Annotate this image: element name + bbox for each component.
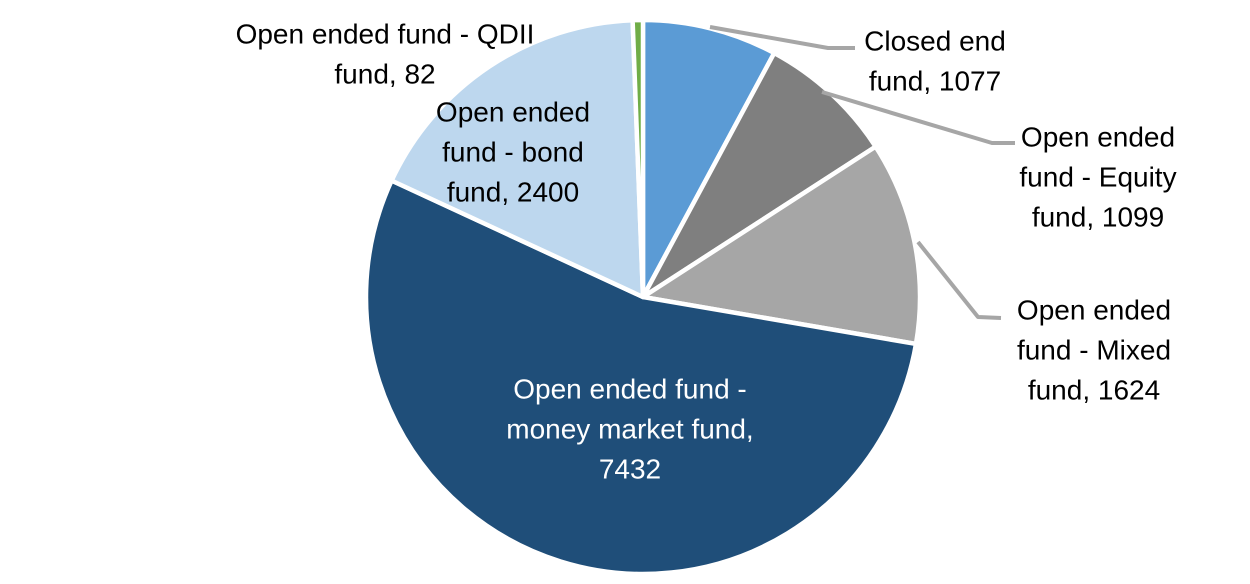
leader-line-2 — [916, 240, 1002, 320]
data-label-3: Open ended fund - money market fund, 7432 — [506, 374, 753, 485]
data-label-3-line-1: money market fund, — [506, 414, 753, 445]
data-label-1: Open ended fund - Equity fund, 1099 — [1019, 122, 1176, 233]
pie-slice-3 — [363, 178, 919, 577]
data-label-3-line-0: Open ended fund - — [513, 374, 747, 405]
data-label-2-line-2: fund, 1624 — [1028, 375, 1160, 406]
data-label-0-line-1: fund, 1077 — [869, 66, 1001, 97]
pie-slice-4 — [389, 17, 646, 300]
leader-line-1 — [821, 90, 1015, 145]
data-label-4-line-0: Open ended — [436, 97, 590, 128]
leader-line-0 — [709, 25, 855, 50]
data-label-0: Closed end fund, 1077 — [864, 26, 1006, 97]
data-label-3-line-2: 7432 — [599, 454, 661, 485]
data-label-4-line-1: fund - bond — [442, 137, 584, 168]
data-label-5: Open ended fund - QDII fund, 82 — [236, 19, 535, 90]
data-label-2: Open ended fund - Mixed fund, 1624 — [1017, 295, 1171, 406]
data-label-5-line-0: Open ended fund - QDII — [236, 19, 535, 50]
data-label-2-line-0: Open ended — [1017, 295, 1171, 326]
data-label-2-line-1: fund - Mixed — [1017, 335, 1171, 366]
pie-slice-2 — [640, 144, 923, 347]
data-label-1-line-1: fund - Equity — [1019, 162, 1176, 193]
pie-slice-5 — [630, 17, 646, 300]
data-label-1-line-0: Open ended — [1021, 122, 1175, 153]
data-label-4-line-2: fund, 2400 — [447, 177, 579, 208]
data-label-1-line-2: fund, 1099 — [1032, 202, 1164, 233]
data-label-0-line-0: Closed end — [864, 26, 1006, 57]
data-label-4: Open ended fund - bond fund, 2400 — [436, 97, 590, 208]
data-label-5-line-1: fund, 82 — [334, 59, 435, 90]
